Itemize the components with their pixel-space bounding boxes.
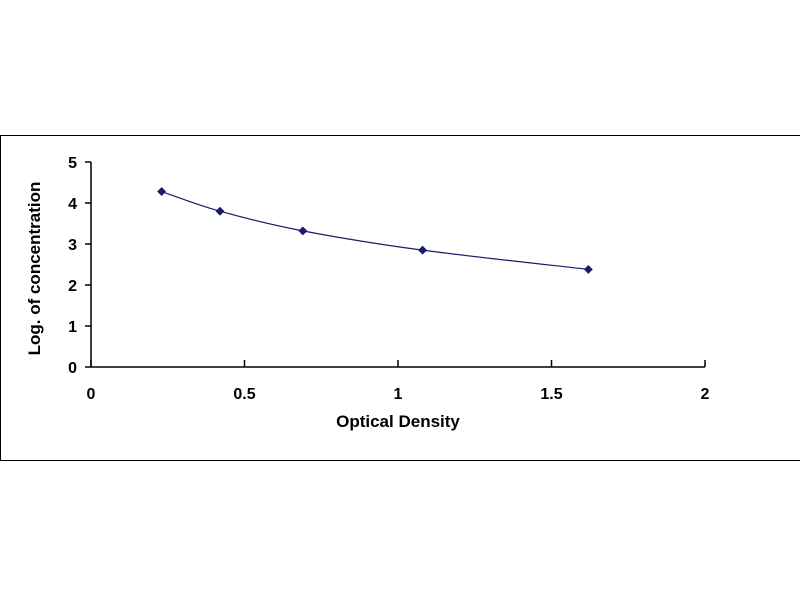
plot-area (157, 186, 593, 274)
x-tick-label: 1.5 (540, 386, 562, 403)
y-tick-label: 4 (68, 196, 77, 213)
x-tick-label: 2 (701, 386, 710, 403)
data-point (157, 186, 167, 197)
y-tick-label: 0 (68, 360, 77, 377)
data-point (215, 206, 225, 216)
x-axis-title: Optical Density (336, 412, 460, 431)
series-line (161, 190, 589, 271)
data-point (583, 264, 593, 274)
y-axis-title: Log. of concentration (25, 182, 44, 356)
x-tick-label: 1 (394, 386, 403, 403)
data-point (298, 226, 308, 236)
data-point (418, 245, 428, 255)
ticks: 0 1 2 3 4 5 0 0.5 1 1.5 2 (68, 155, 709, 403)
y-tick-label: 3 (68, 237, 77, 254)
x-tick-label: 0.5 (233, 386, 255, 403)
axes (90, 162, 705, 368)
chart-frame (0, 135, 800, 461)
y-tick-label: 1 (68, 319, 77, 336)
x-tick-label: 0 (87, 386, 96, 403)
y-tick-label: 5 (68, 155, 77, 172)
y-tick-label: 2 (68, 278, 77, 295)
